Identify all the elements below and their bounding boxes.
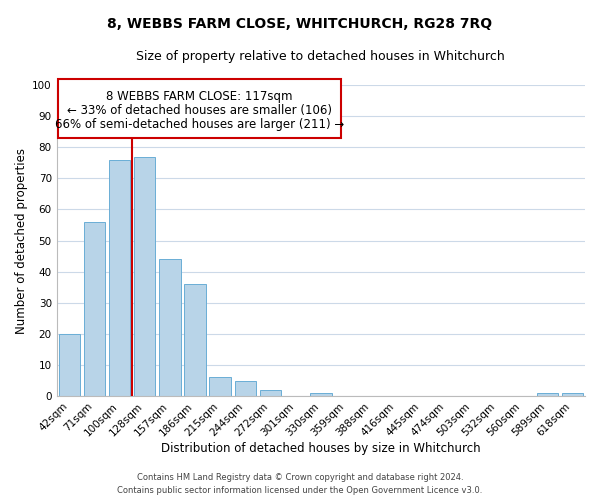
Bar bbox=[184, 284, 206, 396]
Text: 8 WEBBS FARM CLOSE: 117sqm: 8 WEBBS FARM CLOSE: 117sqm bbox=[106, 90, 293, 102]
X-axis label: Distribution of detached houses by size in Whitchurch: Distribution of detached houses by size … bbox=[161, 442, 481, 455]
Title: Size of property relative to detached houses in Whitchurch: Size of property relative to detached ho… bbox=[136, 50, 505, 63]
Text: Contains HM Land Registry data © Crown copyright and database right 2024.
Contai: Contains HM Land Registry data © Crown c… bbox=[118, 473, 482, 495]
Bar bbox=[235, 380, 256, 396]
Bar bbox=[59, 334, 80, 396]
Bar bbox=[134, 156, 155, 396]
Text: 8, WEBBS FARM CLOSE, WHITCHURCH, RG28 7RQ: 8, WEBBS FARM CLOSE, WHITCHURCH, RG28 7R… bbox=[107, 18, 493, 32]
Bar bbox=[310, 393, 332, 396]
Bar bbox=[159, 259, 181, 396]
Text: 66% of semi-detached houses are larger (211) →: 66% of semi-detached houses are larger (… bbox=[55, 118, 344, 130]
Bar bbox=[562, 393, 583, 396]
Bar bbox=[209, 378, 231, 396]
Bar bbox=[260, 390, 281, 396]
Y-axis label: Number of detached properties: Number of detached properties bbox=[15, 148, 28, 334]
Bar bbox=[109, 160, 130, 396]
FancyBboxPatch shape bbox=[58, 79, 341, 138]
Bar bbox=[536, 393, 558, 396]
Bar bbox=[83, 222, 105, 396]
Text: ← 33% of detached houses are smaller (106): ← 33% of detached houses are smaller (10… bbox=[67, 104, 332, 117]
